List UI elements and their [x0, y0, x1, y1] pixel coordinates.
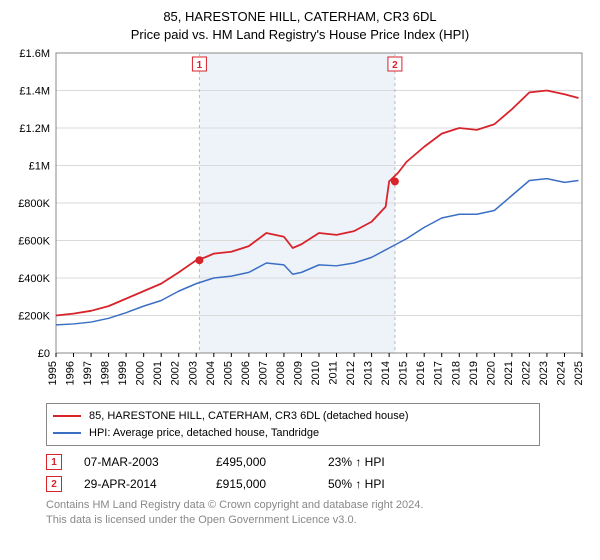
chart-title: 85, HARESTONE HILL, CATERHAM, CR3 6DL Pr… — [10, 8, 590, 43]
sale-delta: 23% ↑ HPI — [328, 455, 385, 469]
svg-text:1999: 1999 — [117, 361, 129, 385]
svg-text:1996: 1996 — [65, 361, 77, 385]
svg-text:2014: 2014 — [380, 361, 392, 385]
legend-swatch — [53, 415, 81, 417]
svg-text:1997: 1997 — [82, 361, 94, 385]
svg-text:2003: 2003 — [187, 361, 199, 385]
svg-text:£200K: £200K — [18, 311, 50, 323]
svg-text:2020: 2020 — [485, 361, 497, 385]
sale-date: 07-MAR-2003 — [84, 455, 194, 469]
svg-text:2023: 2023 — [538, 361, 550, 385]
svg-text:2010: 2010 — [310, 361, 322, 385]
svg-text:£400K: £400K — [18, 273, 50, 285]
svg-text:£1M: £1M — [29, 161, 50, 173]
legend-label: 85, HARESTONE HILL, CATERHAM, CR3 6DL (d… — [89, 408, 409, 425]
legend-row: HPI: Average price, detached house, Tand… — [53, 425, 533, 442]
sales-list: 1 07-MAR-2003 £495,000 23% ↑ HPI 2 29-APR-201… — [46, 454, 590, 492]
svg-text:2022: 2022 — [520, 361, 532, 385]
footer-attribution: Contains HM Land Registry data © Crown c… — [46, 498, 590, 528]
svg-text:2012: 2012 — [345, 361, 357, 385]
svg-text:2006: 2006 — [240, 361, 252, 385]
svg-text:2015: 2015 — [398, 361, 410, 385]
svg-text:1995: 1995 — [47, 361, 59, 385]
svg-text:2011: 2011 — [328, 361, 340, 385]
svg-text:2008: 2008 — [275, 361, 287, 385]
sale-date: 29-APR-2014 — [84, 477, 194, 491]
svg-text:1998: 1998 — [100, 361, 112, 385]
svg-text:2: 2 — [392, 60, 398, 71]
svg-text:1: 1 — [197, 60, 203, 71]
svg-text:£1.6M: £1.6M — [19, 48, 50, 60]
sale-row: 1 07-MAR-2003 £495,000 23% ↑ HPI — [46, 454, 590, 470]
price-chart: £0 £200K £400K £600K £800K £1M £1.2M £1.4M £1.6M… — [10, 47, 590, 397]
svg-text:2021: 2021 — [503, 361, 515, 385]
svg-text:£0: £0 — [38, 348, 50, 360]
svg-text:2013: 2013 — [363, 361, 375, 385]
title-line-1: 85, HARESTONE HILL, CATERHAM, CR3 6DL — [10, 8, 590, 26]
sale-price: £495,000 — [216, 455, 306, 469]
svg-text:£1.4M: £1.4M — [19, 86, 50, 98]
svg-text:£800K: £800K — [18, 198, 50, 210]
title-line-2: Price paid vs. HM Land Registry's House … — [10, 26, 590, 44]
sale-delta: 50% ↑ HPI — [328, 477, 385, 491]
svg-text:2004: 2004 — [205, 361, 217, 385]
svg-text:2016: 2016 — [415, 361, 427, 385]
sale-price: £915,000 — [216, 477, 306, 491]
svg-text:2024: 2024 — [555, 361, 567, 385]
svg-text:£1.2M: £1.2M — [19, 123, 50, 135]
legend: 85, HARESTONE HILL, CATERHAM, CR3 6DL (d… — [46, 403, 540, 446]
sale-marker: 2 — [46, 476, 62, 492]
svg-text:2025: 2025 — [573, 361, 585, 385]
legend-label: HPI: Average price, detached house, Tand… — [89, 425, 319, 442]
svg-text:2000: 2000 — [135, 361, 147, 385]
sale-marker: 1 — [46, 454, 62, 470]
svg-text:2005: 2005 — [222, 361, 234, 385]
footer-line-2: This data is licensed under the Open Gov… — [46, 513, 590, 528]
svg-text:2017: 2017 — [433, 361, 445, 385]
svg-text:2019: 2019 — [468, 361, 480, 385]
footer-line-1: Contains HM Land Registry data © Crown c… — [46, 498, 590, 513]
legend-swatch — [53, 432, 81, 434]
svg-text:2018: 2018 — [450, 361, 462, 385]
svg-text:2007: 2007 — [257, 361, 269, 385]
svg-text:2001: 2001 — [152, 361, 164, 385]
svg-text:2002: 2002 — [170, 361, 182, 385]
svg-text:£600K: £600K — [18, 236, 50, 248]
legend-row: 85, HARESTONE HILL, CATERHAM, CR3 6DL (d… — [53, 408, 533, 425]
svg-text:2009: 2009 — [292, 361, 304, 385]
sale-row: 2 29-APR-2014 £915,000 50% ↑ HPI — [46, 476, 590, 492]
